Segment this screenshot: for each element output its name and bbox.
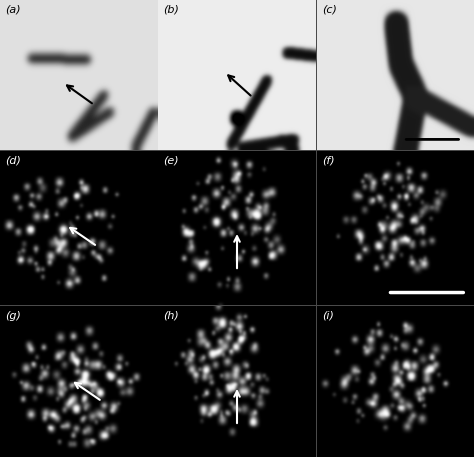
- Text: (b): (b): [163, 5, 179, 15]
- Text: (a): (a): [5, 5, 20, 15]
- Text: (d): (d): [5, 156, 20, 166]
- Text: (g): (g): [5, 311, 20, 321]
- Text: (e): (e): [163, 156, 179, 166]
- Text: (f): (f): [322, 156, 334, 166]
- Text: (i): (i): [322, 311, 334, 321]
- Text: (c): (c): [322, 5, 337, 15]
- Text: (h): (h): [163, 311, 179, 321]
